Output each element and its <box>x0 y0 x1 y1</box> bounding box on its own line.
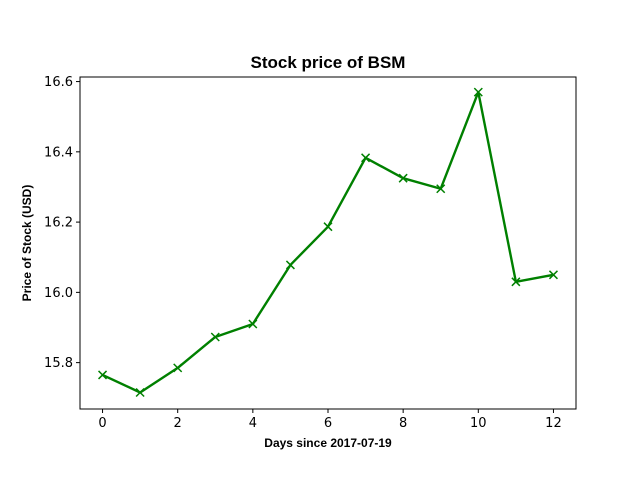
data-point <box>135 387 145 398</box>
x-tick-label: 8 <box>399 416 407 431</box>
y-tick-label: 16.0 <box>44 286 73 301</box>
data-point <box>173 363 183 373</box>
x-tick-label: 0 <box>98 416 106 431</box>
x-tick-label: 12 <box>545 416 562 431</box>
data-point <box>210 332 220 342</box>
y-tick-label: 16.6 <box>44 75 73 90</box>
series-layer <box>98 87 558 398</box>
data-point <box>98 370 108 380</box>
data-point <box>548 270 558 280</box>
y-axis-label: Price of Stock (USD) <box>20 185 34 302</box>
y-tick-label: 16.2 <box>44 216 73 231</box>
x-tick-label: 10 <box>470 416 487 431</box>
x-tick-label: 2 <box>174 416 182 431</box>
x-axis-label: Days since 2017-07-19 <box>264 436 392 450</box>
x-axis: 0 2 4 6 8 10 12 <box>98 409 562 431</box>
data-point <box>473 87 483 97</box>
y-tick-label: 15.8 <box>44 356 73 371</box>
data-point <box>285 260 295 270</box>
data-point <box>323 222 333 232</box>
plot-area <box>79 76 577 410</box>
chart-title: Stock price of BSM <box>251 53 406 72</box>
y-axis: 15.8 16.0 16.2 16.4 16.6 <box>44 75 80 371</box>
x-tick-label: 6 <box>324 416 332 431</box>
data-point <box>436 184 446 194</box>
data-point <box>511 277 521 287</box>
data-point <box>248 319 258 329</box>
data-point <box>398 173 408 183</box>
x-tick-label: 4 <box>249 416 257 431</box>
data-point <box>361 153 371 163</box>
y-tick-label: 16.4 <box>44 145 73 160</box>
